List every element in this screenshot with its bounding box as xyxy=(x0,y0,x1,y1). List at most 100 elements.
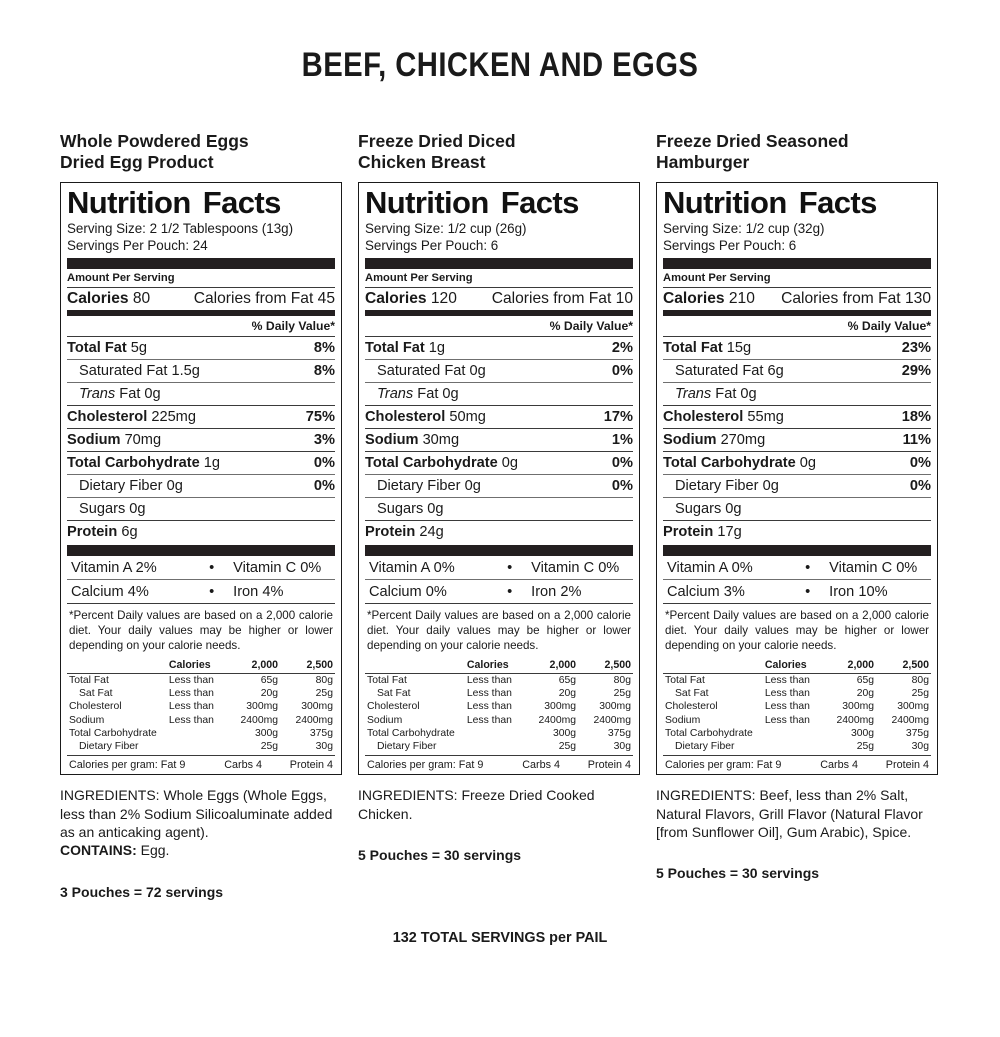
vitamin-left: Calcium 3% xyxy=(667,583,745,600)
calories-row: Calories 120 Calories from Fat 10 xyxy=(365,288,633,310)
calories-from-fat: Calories from Fat 10 xyxy=(491,289,633,307)
nutrient-bold-name: Cholesterol xyxy=(365,408,446,425)
nutrient-row-protein: Protein 24g xyxy=(365,520,633,543)
calories-per-gram-protein: Protein 4 xyxy=(289,759,333,772)
nutrition-facts-box: Nutrition Facts Serving Size: 1/2 cup (26… xyxy=(358,182,640,776)
dv-value-2000: 65g xyxy=(233,672,285,688)
table-header-cell xyxy=(67,658,169,674)
dv-qualifier: Less than xyxy=(168,672,234,688)
nutrition-facts-title: Nutrition Facts xyxy=(663,185,877,221)
dv-nutrient-name: Total Carbohydrate xyxy=(69,727,157,739)
product-panel-2: Freeze Dried Diced Chicken Breast Nutriti… xyxy=(358,131,640,863)
contains-allergen-statement: CONTAINS: Egg. xyxy=(60,842,170,859)
vitamin-row-1: Vitamin A 2% • Vitamin C 0% xyxy=(67,556,335,579)
daily-value-footnote: *Percent Daily values are based on a 2,0… xyxy=(367,609,631,652)
dv-nutrient-name: Dietary Fiber xyxy=(79,740,139,752)
dv-value-2500: 375g xyxy=(905,727,929,739)
dv-value-2500: 375g xyxy=(309,727,333,739)
ingredients-text: INGREDIENTS: Beef, less than 2% Salt, Na… xyxy=(656,787,923,840)
dv-qualifier xyxy=(765,740,829,753)
dv-qualifier: Less than xyxy=(168,701,214,713)
dv-qualifier: Less than xyxy=(764,701,810,713)
dv-value-2000: 20g xyxy=(856,688,875,700)
amount-per-serving-label: Amount Per Serving xyxy=(663,271,771,284)
calories-row: Calories 80 Calories from Fat 45 xyxy=(67,288,335,310)
nutrient-row-saturated-fat-6g: Saturated Fat 6g 29% xyxy=(663,358,931,382)
dv-value-2000: 300g xyxy=(552,727,577,739)
table-header-row: Calories 2,000 2,500 xyxy=(663,658,931,674)
vitamin-right: Vitamin C 0% xyxy=(531,559,620,576)
nutrient-row-cholesterol: Cholesterol 55mg 18% xyxy=(663,404,931,428)
dv-value-2000: 300g xyxy=(254,727,279,739)
page-title: BEEF, CHICKEN AND EGGS xyxy=(301,46,699,84)
nutrient-label: Total Carbohydrate 1g xyxy=(67,455,221,472)
table-row: Sodium Less than 2400mg 2400mg xyxy=(365,713,633,726)
dv-value-2500: 25g xyxy=(613,688,631,700)
table-row: Sodium Less than 2400mg 2400mg xyxy=(67,713,335,726)
vitamin-row-2: Calcium 3% • Iron 10% xyxy=(663,579,931,603)
panel-columns: Whole Powdered Eggs Dried Egg Product Nut… xyxy=(0,85,1000,900)
nutrient-label: Sodium 30mg xyxy=(365,432,460,448)
dv-qualifier: Less than xyxy=(466,701,512,713)
nutrient-daily-value: 29% xyxy=(901,362,931,379)
product-name: Freeze Dried Diced Chicken Breast xyxy=(358,131,516,172)
footnote-section: *Percent Daily values are based on a 2,0… xyxy=(365,603,633,657)
dv-value-2500: 2400mg xyxy=(891,714,929,726)
nutrient-label: Dietary Fiber 0g xyxy=(675,478,779,495)
nutrient-bold-name: Sodium xyxy=(67,432,121,448)
nutrient-daily-value: 75% xyxy=(305,408,335,425)
nutrient-bold-name: Protein xyxy=(67,524,118,541)
dv-value-2500: 80g xyxy=(582,672,633,688)
amount-per-serving-label: Amount Per Serving xyxy=(365,271,473,284)
daily-values-table: Calories 2,000 2,500 Total Fat Less than 65g 8… xyxy=(67,658,335,753)
vitamins-divider-bar xyxy=(365,545,633,557)
nutrient-bold-name: Protein xyxy=(663,524,714,541)
table-row: Dietary Fiber 25g 30g xyxy=(663,740,931,753)
dv-nutrient-name: Total Carbohydrate xyxy=(665,727,753,739)
nutrition-facts-title: Nutrition Facts xyxy=(67,185,281,221)
nutrient-row-total-carbohydrate: Total Carbohydrate 0g 0% xyxy=(663,451,931,474)
calories-bold-label: Calories xyxy=(67,289,129,307)
calories-from-fat: Calories from Fat 45 xyxy=(193,289,335,307)
dv-value-2500: 30g xyxy=(613,740,631,752)
table-row: Cholesterol Less than 300mg 300mg xyxy=(365,700,633,713)
nutrient-row-sugars-0g: Sugars 0g xyxy=(663,497,931,520)
dv-nutrient-name: Cholesterol xyxy=(367,701,420,713)
nutrient-daily-value: 0% xyxy=(611,455,633,472)
nutrient-label: Saturated Fat 6g xyxy=(675,362,784,379)
vitamin-row-2: Calcium 4% • Iron 4% xyxy=(67,579,335,603)
vitamin-row-2: Calcium 0% • Iron 2% xyxy=(365,579,633,603)
nutrient-row-protein: Protein 17g xyxy=(663,520,931,543)
pouches-servings-text: 5 Pouches = 30 servings xyxy=(358,846,522,863)
nutrient-row-sugars-0g: Sugars 0g xyxy=(67,497,335,520)
dv-value-2500: 80g xyxy=(880,672,931,688)
dv-value-2000: 2400mg xyxy=(538,714,577,726)
nutrient-daily-value: 11% xyxy=(902,432,931,448)
nutrient-daily-value: 0% xyxy=(313,455,335,472)
nutrient-daily-value: 0% xyxy=(909,455,931,472)
calories-divider-bar xyxy=(663,309,931,316)
table-header-cell xyxy=(365,658,467,674)
dv-value-2000: 25g xyxy=(558,740,577,752)
nutrient-daily-value: 0% xyxy=(611,478,633,495)
calories-section: Calories 210 Calories from Fat 130 xyxy=(663,286,931,310)
nutrient-bold-name: Sodium xyxy=(365,432,419,448)
nutrient-row-total-carbohydrate: Total Carbohydrate 0g 0% xyxy=(365,451,633,474)
calories-from-fat: Calories from Fat 130 xyxy=(781,289,931,307)
table-header-cell: Calories xyxy=(764,658,807,671)
nutrition-facts-title: Nutrition Facts xyxy=(365,185,579,221)
product-name: Freeze Dried Seasoned Hamburger xyxy=(656,131,849,172)
dv-qualifier xyxy=(467,740,531,753)
dv-value-2500: 375g xyxy=(607,727,631,739)
nutrient-row-total-fat: Total Fat 1g 2% xyxy=(365,335,633,359)
table-header-cell: 2,500 xyxy=(306,658,333,671)
bullet-separator-icon: • xyxy=(209,583,215,600)
dv-value-2500: 80g xyxy=(284,672,335,688)
daily-value-header: % Daily Value* xyxy=(549,318,633,333)
daily-value-header: % Daily Value* xyxy=(251,318,335,333)
footnote-section: *Percent Daily values are based on a 2,0… xyxy=(663,603,931,657)
footnote-section: *Percent Daily values are based on a 2,0… xyxy=(67,603,335,657)
calories-per-gram-row: Calories per gram: Fat 9 Carbs 4 Protein 4 xyxy=(663,755,931,771)
table-row: Cholesterol Less than 300mg 300mg xyxy=(663,700,931,713)
calories-per-gram-protein: Protein 4 xyxy=(885,759,929,772)
